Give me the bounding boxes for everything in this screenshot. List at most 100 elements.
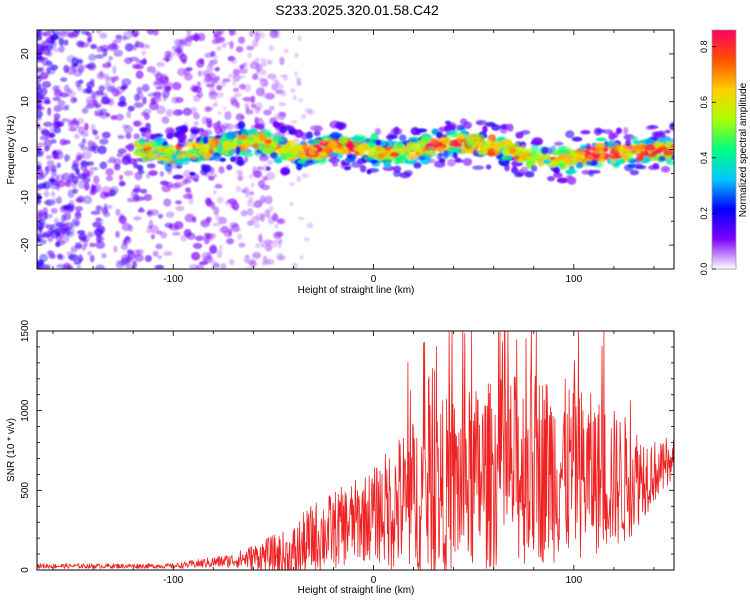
spectrogram-signal-blob bbox=[297, 159, 306, 164]
spectrogram-noise-blob bbox=[115, 208, 121, 216]
spectrogram-noise-blob bbox=[37, 200, 42, 206]
spectrogram-noise-blob bbox=[197, 70, 203, 77]
spectrogram-noise-blob bbox=[108, 204, 113, 210]
spectrogram-signal-blob bbox=[254, 123, 265, 130]
spectrogram-noise-blob bbox=[156, 230, 163, 235]
spectrogram-signal-blob bbox=[595, 137, 607, 142]
spectrogram-noise-blob bbox=[146, 30, 155, 35]
spectrogram-noise-blob bbox=[277, 241, 282, 249]
spectrogram-noise-blob bbox=[141, 50, 146, 56]
spectrogram-noise-blob bbox=[87, 251, 92, 256]
spectrogram-noise-blob bbox=[244, 66, 249, 72]
spectrogram-noise-blob bbox=[75, 40, 84, 47]
spectrogram-signal-blob bbox=[420, 135, 431, 144]
chart-title: S233.2025.320.01.58.C42 bbox=[275, 2, 439, 18]
spectrogram-noise-blob bbox=[95, 217, 102, 222]
spectrogram-noise-blob bbox=[175, 205, 185, 212]
spectrogram-noise-blob bbox=[294, 70, 298, 77]
spectrogram-noise-blob bbox=[236, 170, 244, 176]
spectrogram-noise-blob bbox=[96, 30, 102, 34]
spectrogram-noise-blob bbox=[290, 88, 296, 93]
spectrogram-signal-blob bbox=[274, 155, 283, 164]
spectrogram-noise-blob bbox=[71, 218, 81, 228]
spectrogram-noise-blob bbox=[220, 126, 226, 130]
spectrogram-noise-blob bbox=[207, 233, 214, 242]
spectrogram-signal-blob bbox=[482, 125, 488, 134]
spectrogram-noise-blob bbox=[161, 116, 170, 124]
spectrogram-noise-blob bbox=[67, 32, 78, 39]
spectrogram-noise-blob bbox=[273, 113, 279, 120]
spectrogram-signal-blob bbox=[446, 158, 456, 167]
spectrogram-signal-blob bbox=[229, 156, 237, 163]
spectrogram-signal-blob bbox=[222, 147, 230, 155]
spectrogram-noise-blob bbox=[132, 120, 143, 128]
spectrogram-noise-blob bbox=[125, 153, 132, 161]
spectrogram-noise-blob bbox=[204, 255, 213, 263]
spectrogram-signal-blob bbox=[584, 154, 593, 162]
spectrogram-noise-blob bbox=[93, 92, 101, 98]
spectrogram-signal-blob bbox=[209, 139, 217, 147]
spectrogram-noise-blob bbox=[189, 264, 199, 269]
spectrogram-noise-blob bbox=[50, 132, 56, 138]
spectrogram-signal-blob bbox=[389, 151, 400, 158]
spectrogram-noise-blob bbox=[183, 169, 192, 178]
spectrogram-signal-blob bbox=[301, 142, 309, 151]
spectrogram-noise-blob bbox=[209, 243, 217, 253]
spectrogram-signal-blob bbox=[501, 155, 512, 160]
spectrogram-signal-blob bbox=[451, 133, 458, 138]
spectrogram-noise-blob bbox=[58, 37, 64, 46]
spectrogram-noise-blob bbox=[248, 174, 253, 180]
snr-y-ticks: 0 500 1000 1500 bbox=[20, 319, 674, 573]
spectrogram-noise-blob bbox=[264, 243, 273, 252]
spectrogram-noise-blob bbox=[114, 163, 121, 171]
spectrogram-blobs bbox=[37, 30, 674, 269]
spectrogram-noise-blob bbox=[76, 117, 85, 124]
spectrogram-noise-blob bbox=[108, 56, 114, 61]
spectrogram-noise-blob bbox=[254, 222, 260, 229]
spectrogram-noise-blob bbox=[95, 104, 101, 109]
spectrogram-noise-blob bbox=[228, 73, 235, 79]
spectrogram-noise-blob bbox=[251, 202, 256, 208]
spectrogram-signal-blob bbox=[506, 123, 514, 132]
spectrogram-noise-blob bbox=[182, 107, 192, 116]
spectrogram-signal-blob bbox=[198, 150, 205, 155]
spectrogram-signal-blob bbox=[246, 129, 258, 136]
spectrogram-noise-blob bbox=[79, 165, 88, 171]
spectrogram-signal-blob bbox=[635, 165, 647, 170]
spectrogram-signal-blob bbox=[615, 127, 623, 134]
spectrogram-noise-blob bbox=[125, 263, 133, 269]
spectrogram-noise-blob bbox=[117, 134, 125, 140]
spectrogram-noise-blob bbox=[42, 207, 48, 216]
spectrogram-noise-blob bbox=[37, 82, 41, 90]
spectrogram-noise-blob bbox=[115, 113, 125, 121]
colorbar-gradient bbox=[712, 30, 736, 269]
spectrogram-noise-blob bbox=[232, 68, 240, 76]
spectrogram-noise-blob bbox=[235, 185, 242, 193]
spectrogram-signal-blob bbox=[406, 153, 418, 160]
spectrogram-signal-blob bbox=[189, 153, 199, 160]
spectrogram-noise-blob bbox=[124, 43, 134, 52]
spectrogram-signal-blob bbox=[213, 122, 220, 130]
spectrogram-signal-blob bbox=[558, 153, 569, 161]
spectrogram-noise-blob bbox=[172, 81, 182, 91]
spectrogram-y-ticks: -20 -10 0 10 20 bbox=[20, 29, 674, 270]
spectrogram-signal-blob bbox=[200, 164, 207, 170]
spectrogram-noise-blob bbox=[252, 166, 257, 176]
spectrogram-noise-blob bbox=[185, 187, 191, 193]
spectrogram-noise-blob bbox=[98, 236, 105, 242]
spectrogram-noise-blob bbox=[121, 222, 132, 232]
spectrogram-noise-blob bbox=[272, 212, 278, 222]
spectrogram-noise-blob bbox=[133, 133, 140, 140]
spectrogram-signal-blob bbox=[458, 134, 466, 139]
spectrogram-noise-blob bbox=[295, 76, 302, 82]
spectrogram-noise-blob bbox=[89, 254, 95, 263]
spectrogram-noise-blob bbox=[95, 240, 106, 249]
spectrogram-y-label: Frequency (Hz) bbox=[6, 116, 17, 185]
spectrogram-noise-blob bbox=[216, 250, 223, 259]
spectrogram-signal-blob bbox=[375, 145, 383, 152]
y-tick-label: 1000 bbox=[20, 399, 31, 422]
spectrogram-signal-blob bbox=[140, 142, 153, 148]
spectrogram-signal-blob bbox=[453, 142, 463, 148]
spectrogram-signal-blob bbox=[660, 165, 671, 173]
spectrogram-noise-blob bbox=[233, 93, 242, 98]
